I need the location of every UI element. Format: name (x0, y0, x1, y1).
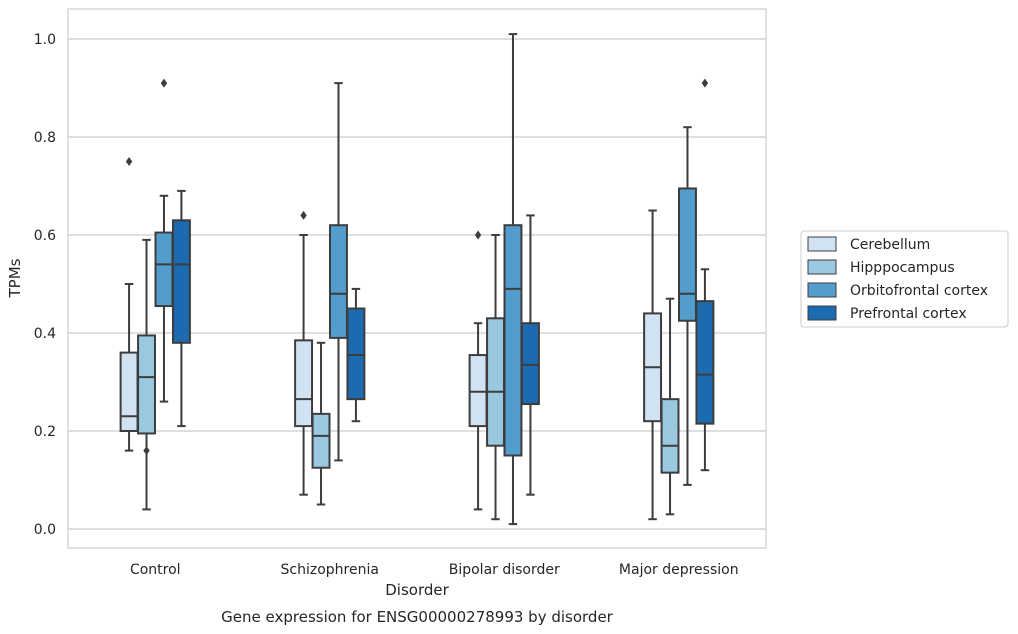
legend-swatch (807, 282, 837, 298)
box-hipppocampus (311, 341, 331, 506)
iqr-box (137, 334, 156, 435)
y-tick-label: 0.4 (34, 326, 56, 342)
outlier-point (701, 78, 709, 88)
box-orbitofrontal-cortex (329, 82, 348, 462)
iqr-box (311, 412, 331, 469)
box-cerebellum (119, 157, 139, 452)
plot-area (67, 8, 767, 549)
iqr-box (468, 354, 488, 428)
legend-label: Prefrontal cortex (850, 306, 967, 322)
y-axis-ticks: 0.0 0.2 0.4 0.6 0.8 1.0 (34, 32, 56, 538)
iqr-box (660, 398, 680, 474)
iqr-box (678, 187, 697, 322)
box-prefrontal-cortex (695, 78, 715, 472)
legend: Cerebellum Hipppocampus Orbitofrontal cort… (800, 230, 1009, 328)
y-tick-label: 0.6 (34, 228, 56, 244)
legend-swatch (807, 236, 837, 252)
y-tick-label: 0.8 (34, 130, 56, 146)
iqr-box (520, 322, 540, 406)
iqr-box (171, 219, 191, 344)
boxes-layer (119, 33, 715, 526)
chart-caption: Gene expression for ENSG00000278993 by d… (221, 608, 614, 626)
box-hipppocampus (137, 238, 156, 511)
outlier-point (143, 446, 150, 456)
box-cerebellum (468, 230, 488, 511)
y-tick-label: 1.0 (34, 32, 56, 48)
iqr-box (486, 317, 505, 447)
y-tick-label: 0.2 (34, 424, 56, 440)
legend-label: Cerebellum (850, 237, 930, 253)
iqr-box (503, 224, 523, 457)
legend-label: Hipppocampus (850, 260, 955, 276)
y-tick-label: 0.0 (34, 522, 56, 538)
x-tick-label: Schizophrenia (281, 562, 379, 578)
box-prefrontal-cortex (346, 287, 366, 423)
legend-swatch (807, 305, 837, 321)
iqr-box (346, 307, 366, 401)
box-prefrontal-cortex (171, 189, 191, 428)
legend-frame (800, 230, 1009, 328)
box-orbitofrontal-cortex (678, 126, 697, 486)
iqr-box (695, 300, 715, 425)
outlier-point (474, 230, 482, 240)
iqr-box (329, 224, 348, 339)
iqr-box (119, 351, 139, 433)
box-cerebellum (294, 210, 314, 496)
outlier-point (125, 157, 133, 166)
x-tick-label: Control (130, 562, 181, 578)
x-tick-label: Bipolar disorder (449, 562, 560, 578)
box-prefrontal-cortex (520, 214, 540, 496)
iqr-box (294, 339, 314, 428)
legend-label: Orbitofrontal cortex (850, 283, 988, 299)
box-cerebellum (643, 209, 663, 521)
box-orbitofrontal-cortex (154, 78, 174, 403)
y-axis-label: TPMs (6, 258, 24, 298)
box-hipppocampus (486, 234, 505, 521)
iqr-box (154, 231, 174, 308)
outlier-point (300, 210, 307, 220)
x-axis-label: Disorder (385, 581, 449, 599)
x-tick-label: Major depression (619, 562, 739, 578)
outlier-point (160, 78, 168, 88)
box-orbitofrontal-cortex (503, 33, 523, 526)
box-hipppocampus (660, 297, 680, 516)
x-axis-ticks: Control Schizophrenia Bipolar disorder Majo… (130, 562, 739, 578)
legend-swatch (807, 259, 837, 275)
